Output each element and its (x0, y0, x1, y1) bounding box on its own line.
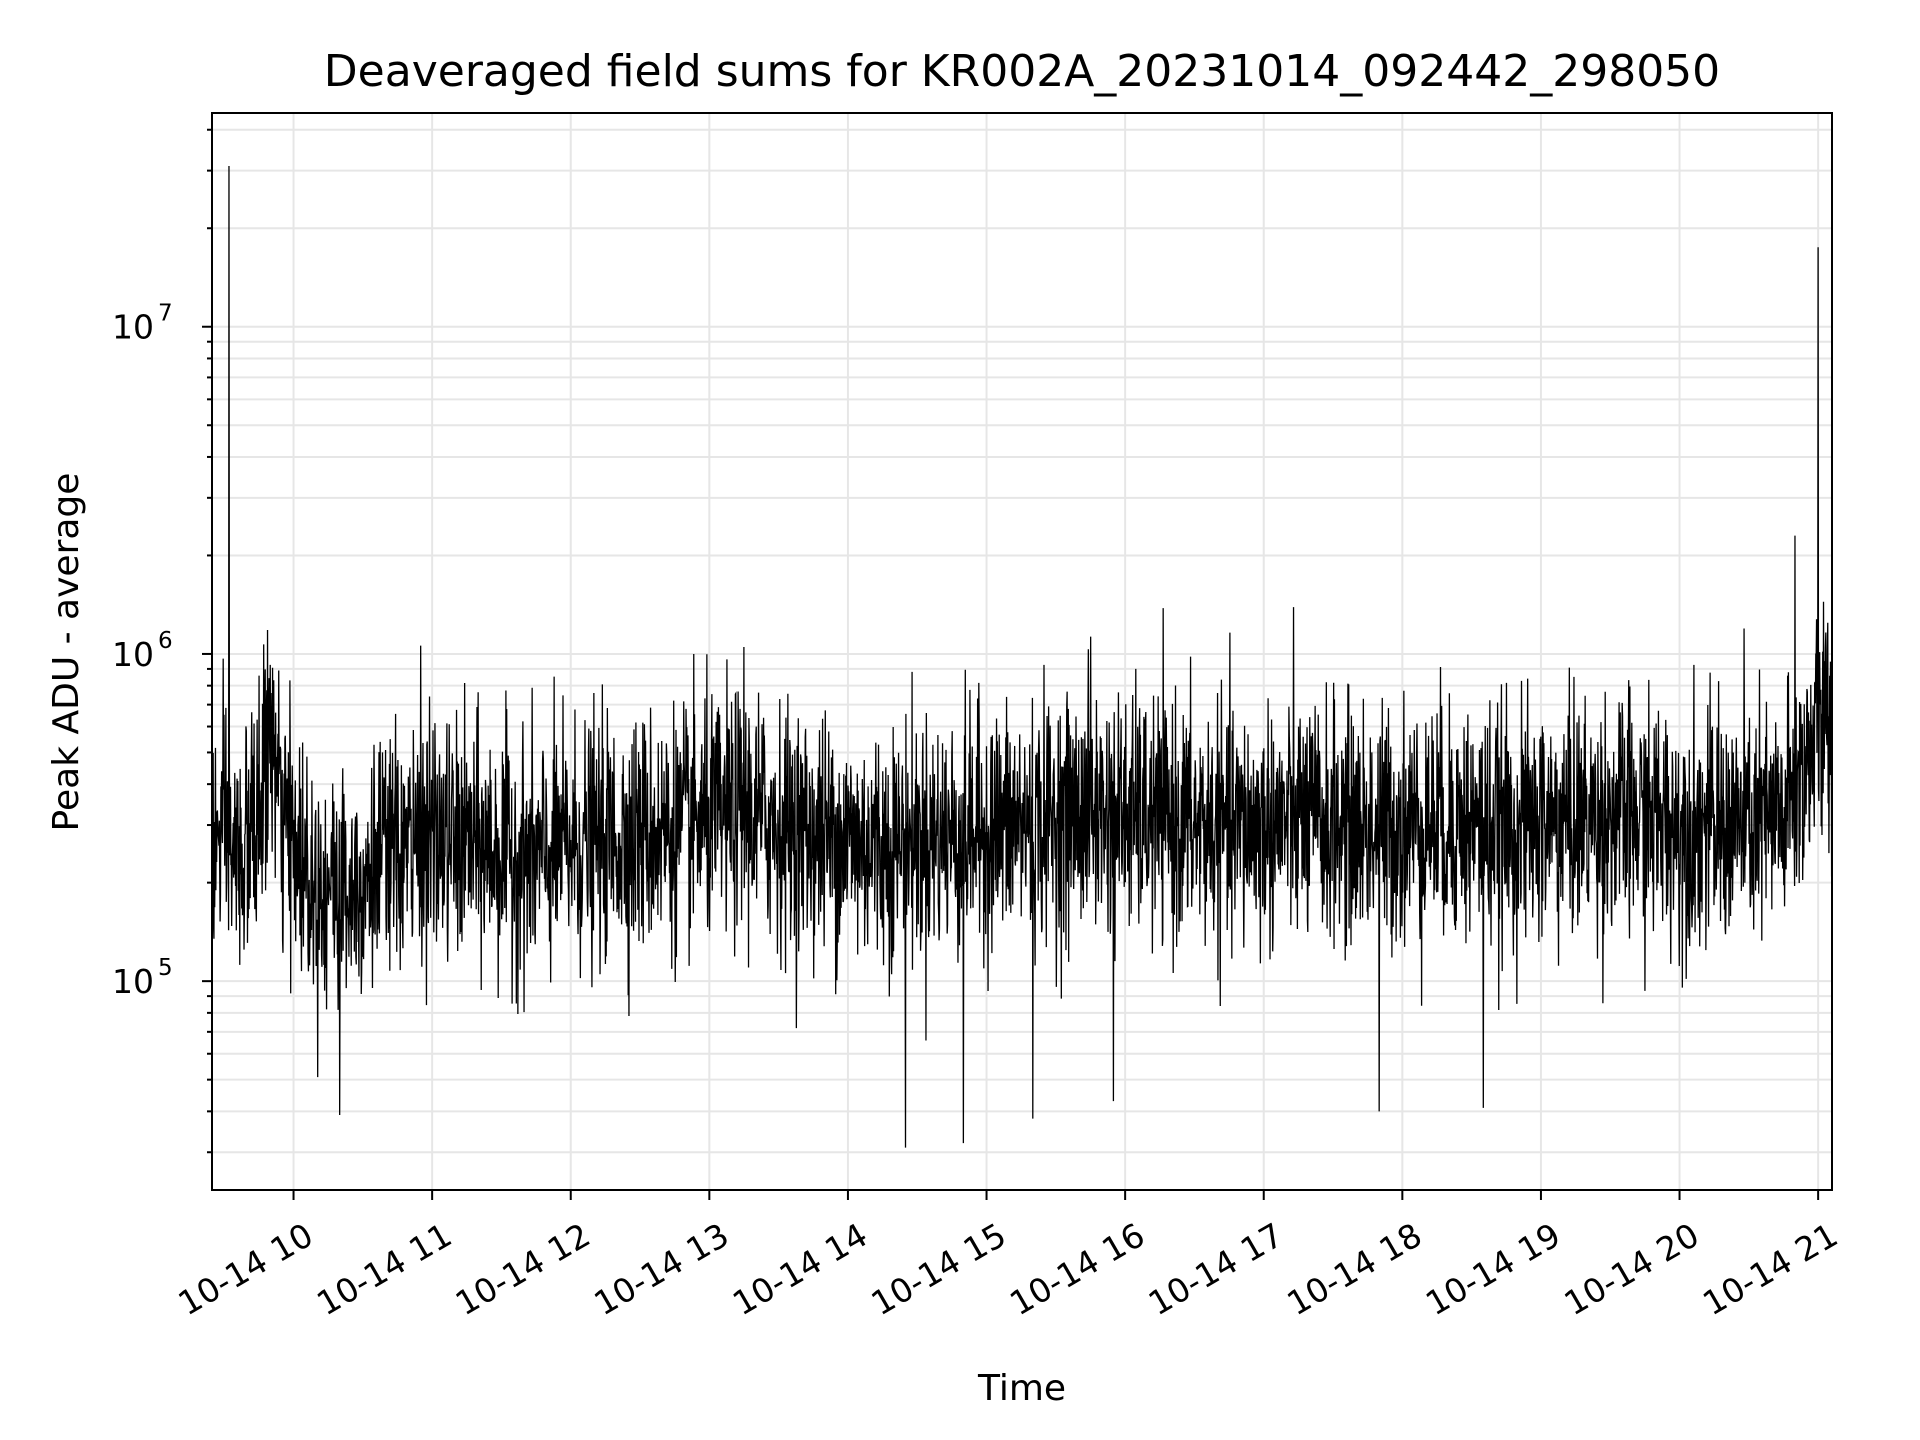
x-axis-title: Time (977, 1368, 1066, 1409)
y-tick-base: 10 (112, 635, 154, 674)
y-tick-label: 10 5 (112, 955, 173, 1001)
line-layer (211, 165, 1833, 1148)
series-line (211, 165, 1833, 1148)
y-tick-label: 10 7 (112, 301, 173, 347)
y-axis-title: Peak ADU - average (46, 473, 87, 832)
y-tick-label: 10 6 (112, 628, 173, 674)
y-tick-exponent: 5 (158, 955, 173, 981)
y-tick-exponent: 7 (158, 301, 173, 327)
y-tick-exponent: 6 (158, 628, 173, 654)
y-tick-base: 10 (112, 962, 154, 1001)
y-tick-base: 10 (112, 308, 154, 347)
chart-title: Deaveraged field sums for KR002A_2023101… (324, 46, 1720, 97)
plot-frame (211, 112, 1833, 1191)
